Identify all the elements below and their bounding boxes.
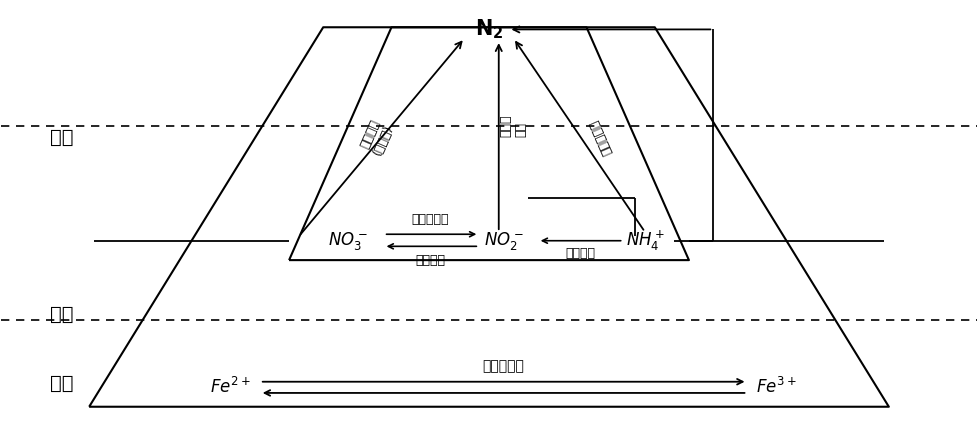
Text: $\mathbf{N_2}$: $\mathbf{N_2}$ [474, 18, 503, 41]
Text: 反硝化过程: 反硝化过程 [411, 214, 448, 227]
Text: $NH_4^+$: $NH_4^+$ [625, 229, 663, 253]
Text: $NO_3^-$: $NO_3^-$ [327, 230, 367, 252]
Text: $NO_2^-$: $NO_2^-$ [484, 230, 523, 252]
Text: $Fe^{3+}$: $Fe^{3+}$ [755, 377, 796, 398]
Text: 硝化过程: 硝化过程 [415, 254, 446, 267]
Text: 土壤: 土壤 [50, 374, 73, 392]
Text: $Fe^{2+}$: $Fe^{2+}$ [210, 377, 251, 398]
Text: 硝化过程: 硝化过程 [565, 247, 595, 260]
Text: 大气: 大气 [50, 128, 73, 147]
Text: 氨氧化细菌: 氨氧化细菌 [587, 118, 614, 157]
Text: 固氮过程
(固氮酶): 固氮过程 (固氮酶) [358, 117, 396, 158]
Text: 水体: 水体 [50, 305, 73, 323]
Text: 反硝化
过程: 反硝化 过程 [499, 115, 527, 137]
Text: 铁氧化细菌: 铁氧化细菌 [483, 359, 524, 373]
